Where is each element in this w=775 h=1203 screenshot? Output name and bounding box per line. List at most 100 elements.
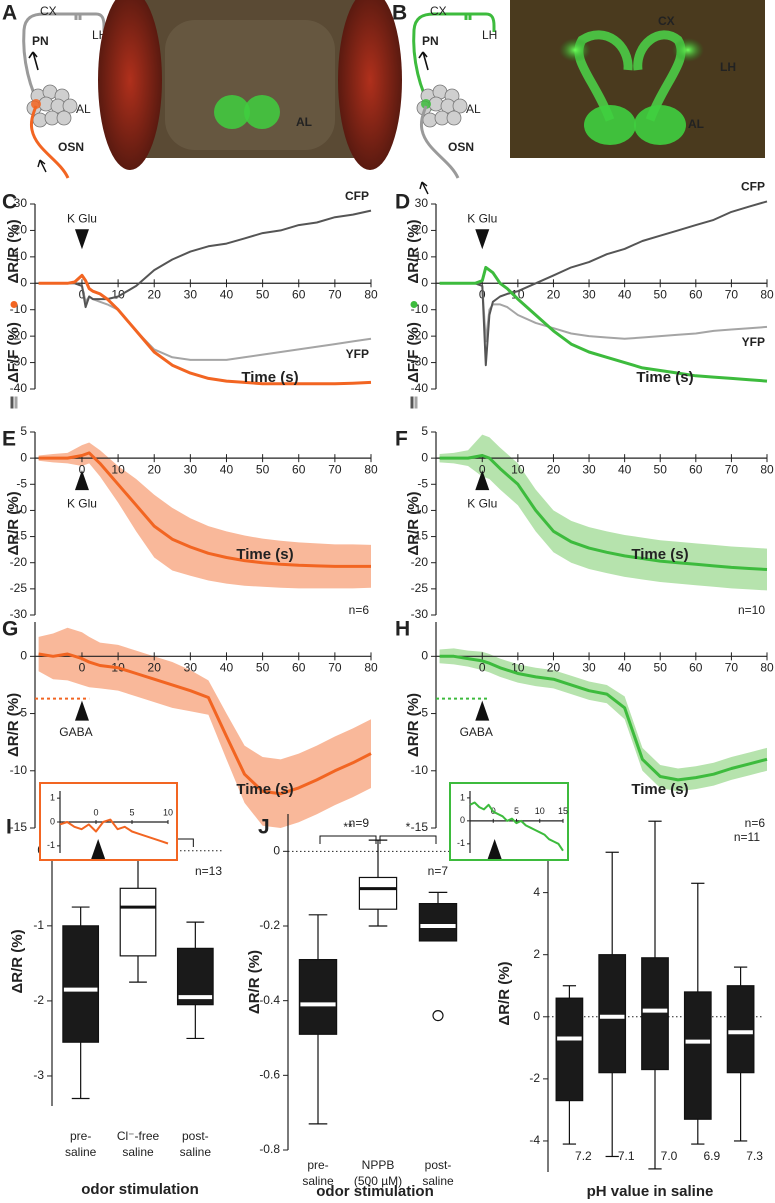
y-tick-label: -25	[10, 581, 28, 595]
x-tick-label: 10	[535, 806, 545, 816]
glomerulus-labeled	[421, 99, 431, 109]
stimulus-arrow	[74, 229, 89, 250]
x-tick-label: 70	[725, 287, 739, 301]
label-al: AL	[466, 102, 481, 116]
error-band	[38, 627, 371, 828]
y-tick-label: -1	[457, 838, 465, 848]
pn-neuron	[412, 12, 496, 111]
y-tick-label: 1	[460, 792, 465, 802]
data-line	[59, 818, 169, 845]
y-tick-label: -30	[10, 607, 28, 621]
y-tick-label: 0	[20, 649, 27, 663]
y-tick-label: 4	[533, 885, 540, 899]
y-tick-label: -20	[10, 328, 28, 342]
inset-frame	[449, 782, 569, 861]
x-axis-label: Time (s)	[241, 369, 298, 386]
x-axis-label: pH value in saline	[587, 1183, 714, 1200]
significance-label: **	[343, 820, 353, 834]
x-tick-label: 40	[220, 462, 234, 476]
stimulus-arrow	[74, 470, 89, 491]
series-label: YFP	[346, 347, 369, 361]
data-line	[38, 451, 371, 568]
y-tick-label: -2	[33, 993, 44, 1007]
stimulus-arrow	[475, 229, 490, 250]
error-band	[439, 648, 767, 792]
y-axis-label-2: ΔF/F (%)	[5, 322, 22, 383]
x-tick-label: 5	[129, 807, 134, 817]
x-tick-label: 80	[364, 462, 378, 476]
stimulus-label: GABA	[59, 725, 92, 739]
significance-bracket	[319, 835, 377, 844]
box	[119, 887, 157, 957]
category-label: 6.9	[703, 1149, 720, 1163]
al-signal	[584, 105, 636, 145]
data-line	[439, 454, 768, 571]
stimulus-arrow	[475, 470, 490, 491]
x-tick-label: 40	[618, 661, 632, 675]
y-tick-label: 0	[20, 450, 27, 464]
stimulus-label: K Glu	[67, 496, 97, 510]
panel-letter: E	[2, 428, 16, 451]
stimulus-label: K Glu	[67, 211, 97, 225]
label-pn: PN	[422, 34, 439, 48]
y-tick-label: -20	[10, 555, 28, 569]
x-tick-label: 50	[256, 661, 270, 675]
y-tick-label: -15	[411, 529, 429, 543]
y-tick-label: 0	[421, 649, 428, 663]
x-tick-label: 80	[760, 462, 774, 476]
x-tick-label: 0	[479, 462, 486, 476]
y-tick-label: 20	[415, 223, 429, 237]
category-label: saline	[302, 1174, 334, 1188]
data-line	[439, 654, 768, 782]
stimulus-arrow	[74, 700, 89, 721]
pn-tract	[633, 30, 686, 122]
panel-letter: D	[395, 191, 410, 214]
x-tick-label: 60	[292, 661, 306, 675]
y-axis-label: ΔR/R (%)	[9, 929, 26, 993]
x-tick-label: 20	[547, 287, 561, 301]
x-tick-label: 0	[79, 462, 86, 476]
y-axis-label: ΔR/R (%)	[405, 491, 422, 555]
compound-eye	[98, 0, 162, 170]
x-axis-label: Time (s)	[631, 781, 688, 798]
label-osn: OSN	[448, 140, 474, 154]
data-line	[38, 209, 372, 309]
y-tick-label: -30	[10, 355, 28, 369]
y-tick-label: -0.2	[259, 918, 280, 932]
data-line	[469, 801, 564, 852]
category-label: 7.1	[618, 1149, 635, 1163]
pn-neuron	[22, 12, 106, 111]
n-label: n=6	[349, 603, 370, 617]
y-tick-label: 10	[415, 249, 429, 263]
y-axis-label: ΔR/R (%)	[5, 219, 22, 283]
y-tick-label: 0	[533, 1009, 540, 1023]
data-line	[38, 273, 372, 386]
x-tick-label: 50	[654, 661, 668, 675]
y-axis-label: ΔR/R (%)	[5, 491, 22, 555]
outlier	[432, 1009, 444, 1022]
n-label: n=10	[738, 603, 765, 617]
box	[598, 954, 627, 1074]
panel-letter: C	[2, 191, 17, 214]
x-tick-label: 20	[547, 462, 561, 476]
y-tick-label: 0	[273, 844, 280, 858]
x-tick-label: 10	[163, 807, 173, 817]
x-tick-label: 10	[111, 462, 125, 476]
category-label: pre-	[70, 1129, 91, 1143]
x-axis-label: Time (s)	[236, 546, 293, 563]
stimulus-label: K Glu	[467, 496, 497, 510]
osn-neuron	[420, 105, 460, 179]
y-tick-label: -1	[33, 918, 44, 932]
y-tick-label: -15	[10, 820, 28, 834]
x-tick-label: 20	[148, 462, 162, 476]
x-tick-label: 30	[582, 287, 596, 301]
category-label: saline	[422, 1174, 454, 1188]
glomerulus-labeled	[31, 99, 41, 109]
pn-arrow	[418, 51, 429, 71]
significance-label: *	[406, 820, 411, 834]
y-tick-label: -0.8	[259, 1142, 280, 1156]
neuron-diagram	[22, 12, 106, 179]
y-tick-label: -20	[411, 328, 429, 342]
n-label: n=7	[428, 864, 449, 878]
y-tick-label: 5	[20, 424, 27, 438]
